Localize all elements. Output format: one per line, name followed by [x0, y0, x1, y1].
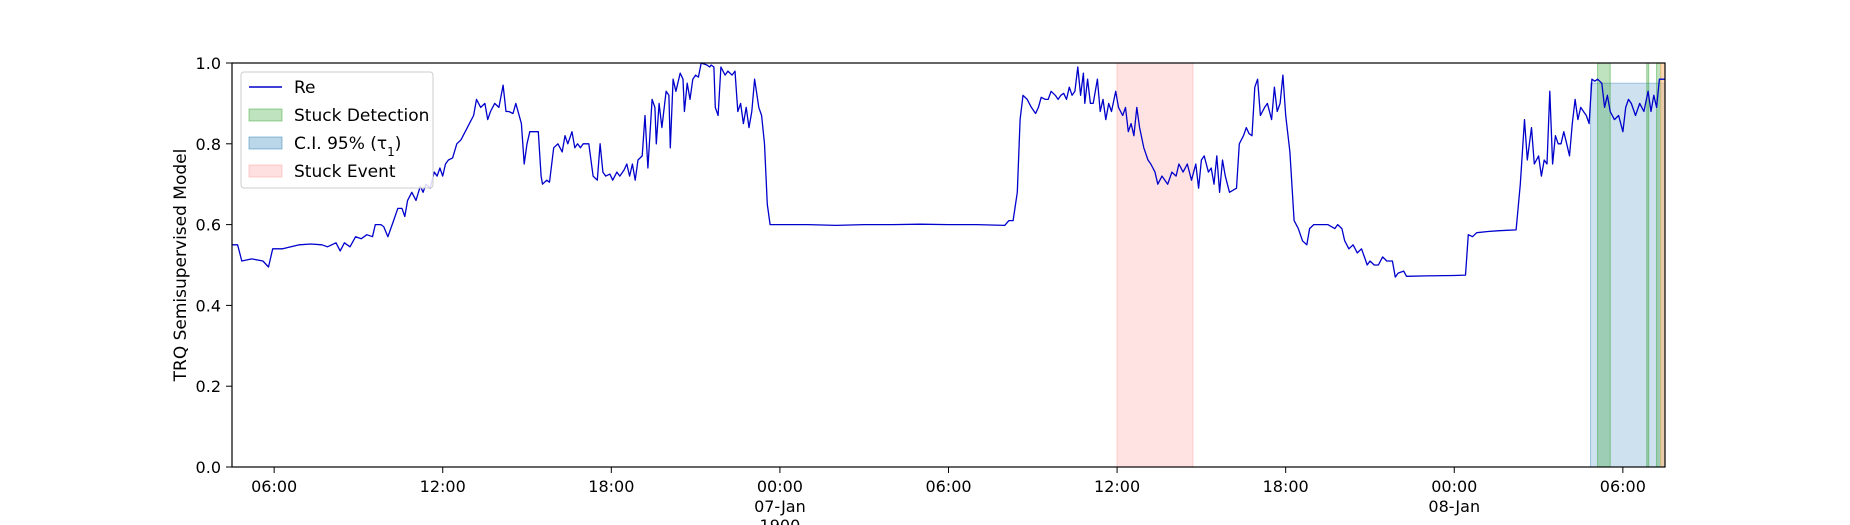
y-tick-label: 1.0 — [196, 54, 221, 73]
y-axis-label: TRQ Semisupervised Model — [171, 149, 191, 383]
legend-label: Re — [294, 78, 316, 98]
band-event — [1116, 62, 1194, 468]
plot-area-frame — [231, 62, 1666, 468]
band-event — [1660, 62, 1666, 468]
legend-box — [240, 71, 434, 189]
band-detect — [1646, 62, 1650, 468]
band-detect — [1656, 62, 1662, 468]
legend-label: Stuck Event — [294, 162, 396, 182]
series-line-re — [232, 62, 1665, 278]
legend-patch-swatch — [248, 164, 283, 178]
legend-subscript: 1 — [387, 145, 395, 159]
x-tick-label: 06:00 — [251, 477, 297, 496]
y-axis: 0.0 0.2 0.4 0.6 0.8 1.0 — [196, 54, 232, 477]
legend-label: Stuck Detection — [294, 106, 429, 126]
x-tick-label: 00:00 — [1431, 477, 1477, 496]
x-tick-label: 00:00 — [757, 477, 803, 496]
legend-patch-swatch — [248, 108, 283, 122]
x-tick-sublabel-year: 1900 — [760, 516, 801, 525]
legend-patch-swatch — [248, 136, 283, 150]
x-tick-label: 18:00 — [588, 477, 634, 496]
x-tick-sublabel: 07-Jan — [754, 497, 806, 516]
y-tick-label: 0.2 — [196, 377, 221, 396]
band-ci — [1590, 82, 1666, 468]
x-tick-label: 18:00 — [1263, 477, 1309, 496]
x-tick-label: 06:00 — [1600, 477, 1646, 496]
x-axis: 06:0012:0018:0000:0007-Jan190006:0012:00… — [251, 467, 1646, 525]
series-lines — [232, 62, 1665, 278]
y-tick-label: 0.8 — [196, 135, 221, 154]
band-detect — [1597, 62, 1611, 468]
x-tick-label: 06:00 — [925, 477, 971, 496]
y-tick-label: 0.6 — [196, 216, 221, 235]
x-tick-sublabel: 08-Jan — [1428, 497, 1480, 516]
y-tick-label: 0.0 — [196, 458, 221, 477]
y-tick-label: 0.4 — [196, 296, 221, 315]
shaded-bands — [1116, 62, 1666, 468]
x-tick-label: 12:00 — [420, 477, 466, 496]
x-tick-label: 12:00 — [1094, 477, 1140, 496]
